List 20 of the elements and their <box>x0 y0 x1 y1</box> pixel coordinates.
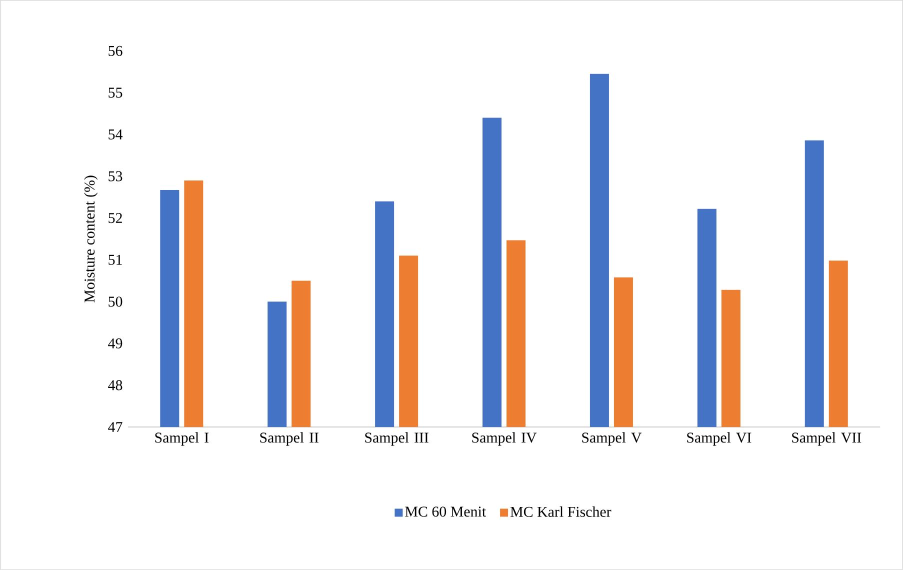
legend-label: MC 60 Menit <box>405 506 486 517</box>
legend-label: MC Karl Fischer <box>510 506 612 517</box>
x-tick-label: Sampel I <box>155 432 209 446</box>
y-tick-label: 56 <box>108 46 122 56</box>
y-tick-label: 53 <box>108 171 122 182</box>
y-tick-label: 50 <box>108 296 122 307</box>
x-tick-label: Sampel III <box>365 432 428 446</box>
x-tick-label: Sampel II <box>260 432 318 446</box>
y-axis-title: Moisture content (%) <box>84 176 98 302</box>
y-tick-label: 54 <box>108 130 123 140</box>
y-tick-label: 52 <box>108 213 122 224</box>
x-tick-label: Sampel VII <box>792 432 862 446</box>
x-tick-label: Sampel IV <box>472 432 537 446</box>
y-tick-label: 51 <box>108 254 122 265</box>
y-tick-label: 55 <box>108 88 122 98</box>
x-tick-label: Sampel VI <box>687 432 752 446</box>
y-tick-label: 48 <box>108 380 122 390</box>
y-tick-label: 47 <box>108 422 122 432</box>
x-tick-label: Sampel V <box>582 432 642 446</box>
y-tick-label: 49 <box>108 338 122 348</box>
